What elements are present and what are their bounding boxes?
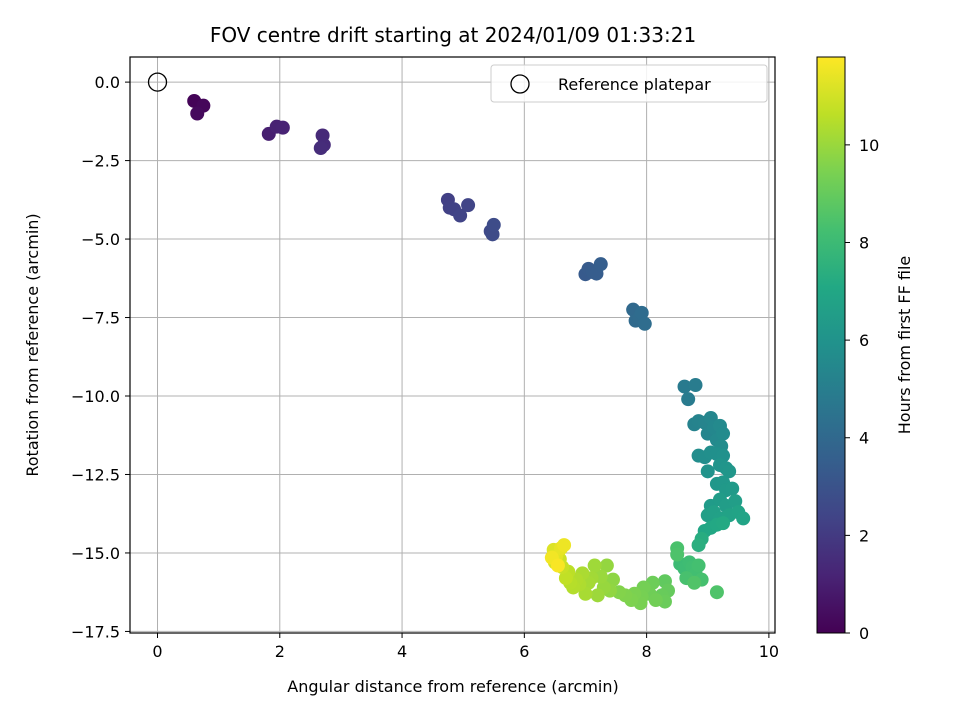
- colorbar-tick-label: 0: [859, 624, 869, 643]
- x-axis-ticks: 0 2 4 6 8 10: [152, 633, 779, 661]
- chart-title: FOV centre drift starting at 2024/01/09 …: [210, 23, 696, 47]
- y-tick-label: −10.0: [71, 387, 120, 406]
- data-point: [716, 426, 731, 441]
- legend-reference-marker: [510, 74, 530, 94]
- data-point: [670, 547, 685, 562]
- data-points: [187, 93, 751, 611]
- grid-lines: [130, 57, 775, 633]
- legend-entry-reference-platepar: Reference platepar: [558, 75, 711, 94]
- x-tick-label: 10: [759, 642, 779, 661]
- x-tick-label: 2: [275, 642, 285, 661]
- y-tick-label: −15.0: [71, 544, 120, 563]
- data-point: [687, 575, 702, 590]
- x-tick-label: 0: [152, 642, 162, 661]
- data-point: [587, 558, 602, 573]
- data-point: [550, 558, 565, 573]
- data-point: [725, 481, 740, 496]
- legend: Reference platepar: [490, 64, 768, 103]
- data-point: [599, 558, 614, 573]
- data-point: [700, 464, 715, 479]
- data-point: [590, 588, 605, 603]
- data-point: [593, 257, 608, 272]
- x-tick-label: 4: [397, 642, 407, 661]
- y-tick-label: 0.0: [95, 73, 120, 92]
- data-point: [736, 511, 751, 526]
- data-point: [637, 316, 652, 331]
- data-point: [688, 378, 703, 393]
- data-point: [275, 120, 290, 135]
- data-point: [313, 141, 328, 156]
- x-axis-label: Angular distance from reference (arcmin): [287, 677, 618, 696]
- reference-platepar-marker: [147, 72, 168, 92]
- data-point: [453, 208, 468, 223]
- data-point: [557, 538, 572, 553]
- colorbar-tick-label: 10: [859, 136, 879, 155]
- data-point: [709, 585, 724, 600]
- data-point: [558, 571, 573, 586]
- legend-box: [490, 64, 768, 103]
- colorbar-ticks: 0 2 4 6 8 10: [845, 136, 879, 643]
- x-tick-label: 6: [519, 642, 529, 661]
- colorbar-tick-label: 8: [859, 233, 869, 252]
- data-point: [648, 593, 663, 608]
- data-point: [691, 538, 706, 553]
- data-point: [677, 379, 692, 394]
- data-point: [728, 494, 743, 509]
- y-tick-label: −17.5: [71, 622, 120, 641]
- data-point: [681, 392, 696, 407]
- y-axis-ticks: 0.0 −2.5 −5.0 −7.5 −10.0 −12.5 −15.0 −17.5: [71, 73, 130, 641]
- y-tick-label: −2.5: [81, 152, 120, 171]
- data-point: [190, 106, 205, 121]
- colorbar-tick-label: 6: [859, 331, 869, 350]
- colorbar: [816, 56, 846, 634]
- data-point: [716, 516, 731, 531]
- reference-marker-group: [147, 72, 168, 92]
- data-point: [461, 198, 476, 213]
- y-tick-label: −5.0: [81, 230, 120, 249]
- colorbar-label: Hours from first FF file: [895, 256, 914, 435]
- data-point: [634, 305, 649, 320]
- data-point: [722, 464, 737, 479]
- data-point: [605, 572, 620, 587]
- y-axis-label: Rotation from reference (arcmin): [23, 213, 42, 476]
- plot-frame: [129, 56, 776, 634]
- x-tick-label: 8: [642, 642, 652, 661]
- colorbar-tick-label: 4: [859, 429, 869, 448]
- data-point: [486, 217, 501, 232]
- colorbar-tick-label: 2: [859, 526, 869, 545]
- data-point: [691, 558, 706, 573]
- y-tick-label: −7.5: [81, 309, 120, 328]
- y-tick-label: −12.5: [71, 465, 120, 484]
